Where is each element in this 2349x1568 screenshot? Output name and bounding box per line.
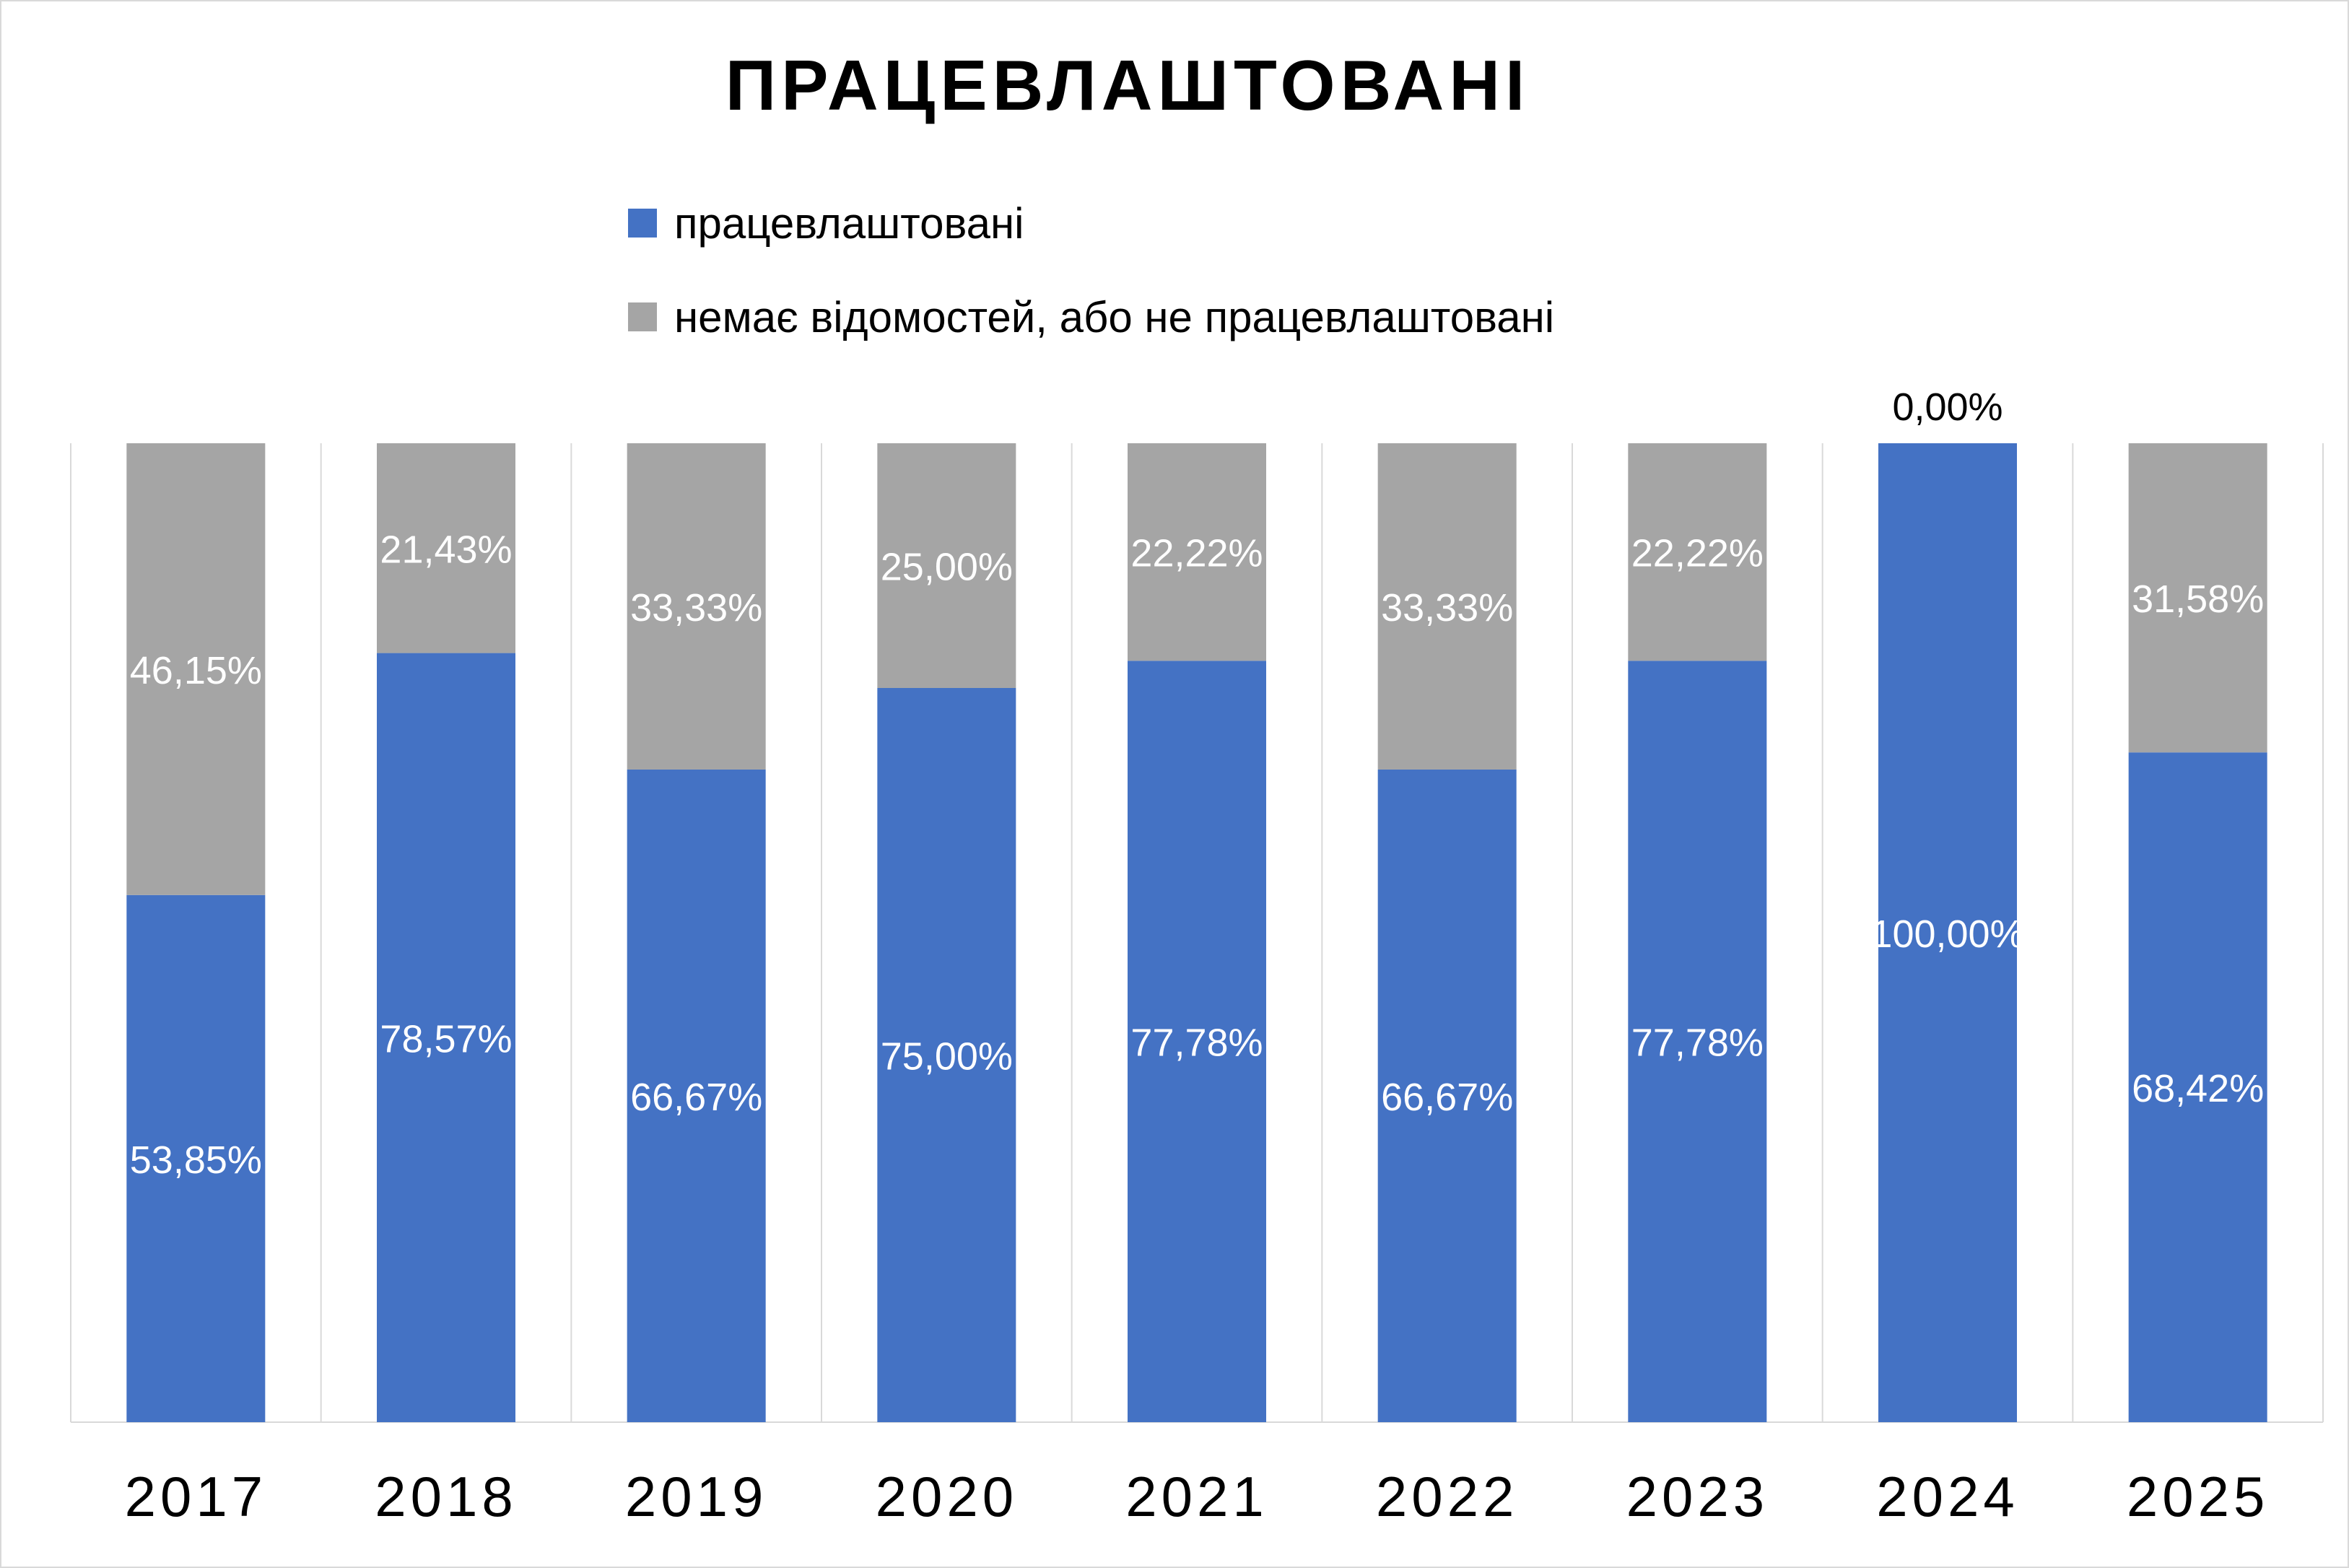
data-label-unknown-2020: 25,00% xyxy=(881,546,1013,589)
data-label-employed-2018: 78,57% xyxy=(380,1017,512,1060)
data-label-unknown-2024: 0,00% xyxy=(1892,386,2002,429)
chart-title: ПРАЦЕВЛАШТОВАНІ xyxy=(725,45,1530,125)
bar-employed-2019 xyxy=(627,769,766,1422)
legend-label-employed: працевлаштовані xyxy=(674,199,1024,248)
bar-employed-2023 xyxy=(1628,661,1767,1422)
data-label-unknown-2021: 22,22% xyxy=(1130,532,1263,575)
data-label-employed-2019: 66,67% xyxy=(630,1076,762,1119)
bar-unknown-2020 xyxy=(877,443,1016,688)
x-tick-label-2022: 2022 xyxy=(1376,1465,1519,1528)
data-label-employed-2021: 77,78% xyxy=(1130,1022,1263,1065)
data-label-employed-2017: 53,85% xyxy=(130,1138,262,1182)
bar-unknown-2017 xyxy=(126,443,266,895)
bar-unknown-2023 xyxy=(1628,443,1767,661)
data-label-unknown-2025: 31,58% xyxy=(2132,578,2264,621)
legend-swatch-unknown xyxy=(628,302,657,331)
x-tick-label-2023: 2023 xyxy=(1626,1465,1769,1528)
bar-unknown-2025 xyxy=(2128,443,2267,753)
data-label-unknown-2018: 21,43% xyxy=(380,528,512,571)
data-label-employed-2023: 77,78% xyxy=(1631,1022,1764,1065)
data-label-employed-2022: 66,67% xyxy=(1381,1076,1513,1119)
legend-item-employed: працевлаштовані xyxy=(628,191,1024,256)
x-tick-label-2020: 2020 xyxy=(876,1465,1019,1528)
bar-unknown-2018 xyxy=(377,443,515,653)
bar-employed-2020 xyxy=(877,688,1016,1422)
x-tick-label-2021: 2021 xyxy=(1125,1465,1268,1528)
data-label-employed-2020: 75,00% xyxy=(881,1035,1013,1079)
bar-unknown-2019 xyxy=(627,443,766,770)
bar-employed-2025 xyxy=(2128,752,2267,1422)
bar-employed-2021 xyxy=(1128,661,1266,1422)
data-label-employed-2024: 100,00% xyxy=(1870,913,2024,956)
data-label-unknown-2022: 33,33% xyxy=(1381,586,1513,630)
legend-item-unknown: немає відомостей, або не працевлаштовані xyxy=(628,284,1554,349)
x-tick-label-2024: 2024 xyxy=(1876,1465,2019,1528)
bar-unknown-2021 xyxy=(1128,443,1266,661)
x-tick-label-2025: 2025 xyxy=(2127,1465,2270,1528)
legend-label-unknown: немає відомостей, або не працевлаштовані xyxy=(674,292,1555,341)
data-label-unknown-2023: 22,22% xyxy=(1631,532,1764,575)
x-tick-label-2019: 2019 xyxy=(625,1465,768,1528)
bar-employed-2018 xyxy=(377,653,515,1422)
bar-employed-2022 xyxy=(1377,769,1517,1422)
data-label-employed-2025: 68,42% xyxy=(2132,1067,2264,1110)
legend-swatch-employed xyxy=(628,209,657,238)
bar-unknown-2022 xyxy=(1377,443,1517,770)
bar-employed-2017 xyxy=(126,894,266,1422)
data-label-unknown-2017: 46,15% xyxy=(130,649,262,692)
x-tick-label-2017: 2017 xyxy=(125,1465,268,1528)
data-label-unknown-2019: 33,33% xyxy=(630,586,762,630)
x-tick-label-2018: 2018 xyxy=(375,1465,518,1528)
bar-employed-2024 xyxy=(1878,443,2017,1422)
